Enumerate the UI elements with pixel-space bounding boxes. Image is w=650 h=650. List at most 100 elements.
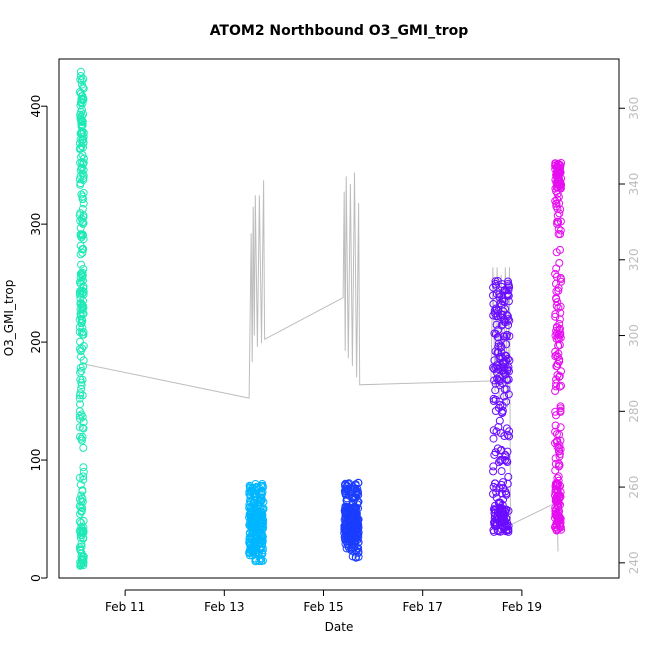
data-point bbox=[77, 130, 86, 139]
data-point bbox=[76, 101, 85, 110]
data-point bbox=[495, 458, 503, 467]
data-point bbox=[350, 502, 359, 511]
data-point bbox=[495, 354, 504, 363]
data-point bbox=[253, 509, 262, 518]
data-point bbox=[504, 390, 513, 399]
data-point bbox=[555, 430, 564, 439]
data-point bbox=[76, 67, 85, 76]
data-point bbox=[551, 175, 560, 184]
data-point bbox=[551, 184, 560, 193]
data-point bbox=[489, 490, 497, 498]
data-point bbox=[76, 72, 85, 80]
x-tick-label: Feb 15 bbox=[303, 600, 343, 614]
data-point bbox=[490, 356, 499, 365]
data-point bbox=[247, 517, 256, 526]
data-point bbox=[77, 158, 86, 167]
data-point bbox=[259, 516, 268, 525]
y-tick-label-left: 300 bbox=[29, 213, 43, 236]
data-point bbox=[552, 264, 561, 273]
data-point bbox=[505, 332, 514, 341]
data-point bbox=[78, 248, 87, 257]
x-tick-label: Feb 17 bbox=[403, 600, 443, 614]
data-point bbox=[502, 375, 511, 384]
data-point bbox=[555, 450, 564, 459]
data-point bbox=[491, 512, 499, 520]
y-axis-label: O3_GMI_trop bbox=[2, 280, 16, 357]
data-point bbox=[75, 543, 84, 552]
data-point bbox=[502, 505, 511, 514]
data-point bbox=[497, 445, 506, 454]
data-point bbox=[75, 502, 84, 510]
data-point bbox=[352, 522, 361, 531]
data-point bbox=[78, 268, 87, 277]
data-point bbox=[79, 244, 88, 253]
y-axis-left: 0 100 200 300 400 bbox=[29, 95, 48, 582]
data-point bbox=[76, 166, 85, 175]
data-point bbox=[252, 483, 261, 492]
data-point bbox=[77, 260, 86, 269]
data-point bbox=[247, 534, 256, 543]
data-point bbox=[77, 352, 85, 361]
data-point bbox=[500, 366, 509, 375]
data-point bbox=[504, 315, 513, 324]
y-tick-label-right: 260 bbox=[627, 476, 641, 499]
data-point bbox=[502, 514, 511, 523]
data-point bbox=[79, 84, 88, 93]
data-point bbox=[555, 461, 564, 470]
x-axis-label: Date bbox=[325, 620, 354, 634]
data-point bbox=[75, 423, 84, 432]
data-point bbox=[490, 365, 499, 373]
data-point bbox=[492, 281, 501, 290]
data-point bbox=[503, 431, 512, 440]
data-point bbox=[77, 384, 86, 393]
x-tick-label: Feb 13 bbox=[204, 600, 244, 614]
data-point bbox=[76, 179, 85, 188]
data-point bbox=[76, 299, 85, 308]
data-point bbox=[504, 472, 513, 481]
data-point bbox=[495, 397, 504, 406]
data-point bbox=[491, 309, 499, 318]
data-point bbox=[551, 165, 560, 174]
data-point bbox=[491, 479, 500, 488]
data-point bbox=[557, 381, 565, 390]
data-point bbox=[489, 426, 498, 435]
data-point bbox=[497, 467, 506, 476]
data-point bbox=[554, 472, 563, 481]
data-point bbox=[78, 305, 87, 314]
data-point bbox=[79, 555, 88, 564]
data-point bbox=[494, 342, 503, 351]
data-point bbox=[77, 378, 86, 387]
data-point bbox=[556, 333, 565, 342]
data-point bbox=[552, 248, 561, 257]
data-point bbox=[78, 432, 87, 441]
data-point bbox=[79, 265, 88, 273]
data-point bbox=[491, 395, 500, 404]
data-point bbox=[557, 525, 566, 534]
data-point bbox=[554, 482, 563, 491]
data-point bbox=[496, 446, 505, 455]
data-point bbox=[490, 376, 499, 385]
data-point bbox=[497, 525, 506, 534]
data-point bbox=[489, 397, 498, 405]
data-point bbox=[551, 482, 560, 491]
data-point bbox=[75, 411, 84, 420]
data-point bbox=[493, 333, 502, 342]
data-point bbox=[79, 290, 88, 299]
data-point bbox=[555, 357, 564, 366]
data-point bbox=[76, 224, 85, 232]
data-point bbox=[490, 505, 499, 514]
x-tick-label: Feb 19 bbox=[502, 600, 542, 614]
data-point bbox=[489, 467, 498, 476]
data-point bbox=[502, 340, 511, 349]
data-point bbox=[76, 561, 85, 570]
data-point bbox=[489, 527, 498, 536]
data-point bbox=[78, 423, 87, 432]
data-point bbox=[495, 518, 504, 526]
data-point bbox=[556, 329, 565, 338]
data-point bbox=[254, 500, 263, 509]
data-point bbox=[79, 418, 88, 427]
data-point bbox=[77, 190, 86, 199]
data-point bbox=[79, 443, 88, 452]
data-point bbox=[79, 188, 88, 197]
data-point bbox=[551, 347, 560, 356]
